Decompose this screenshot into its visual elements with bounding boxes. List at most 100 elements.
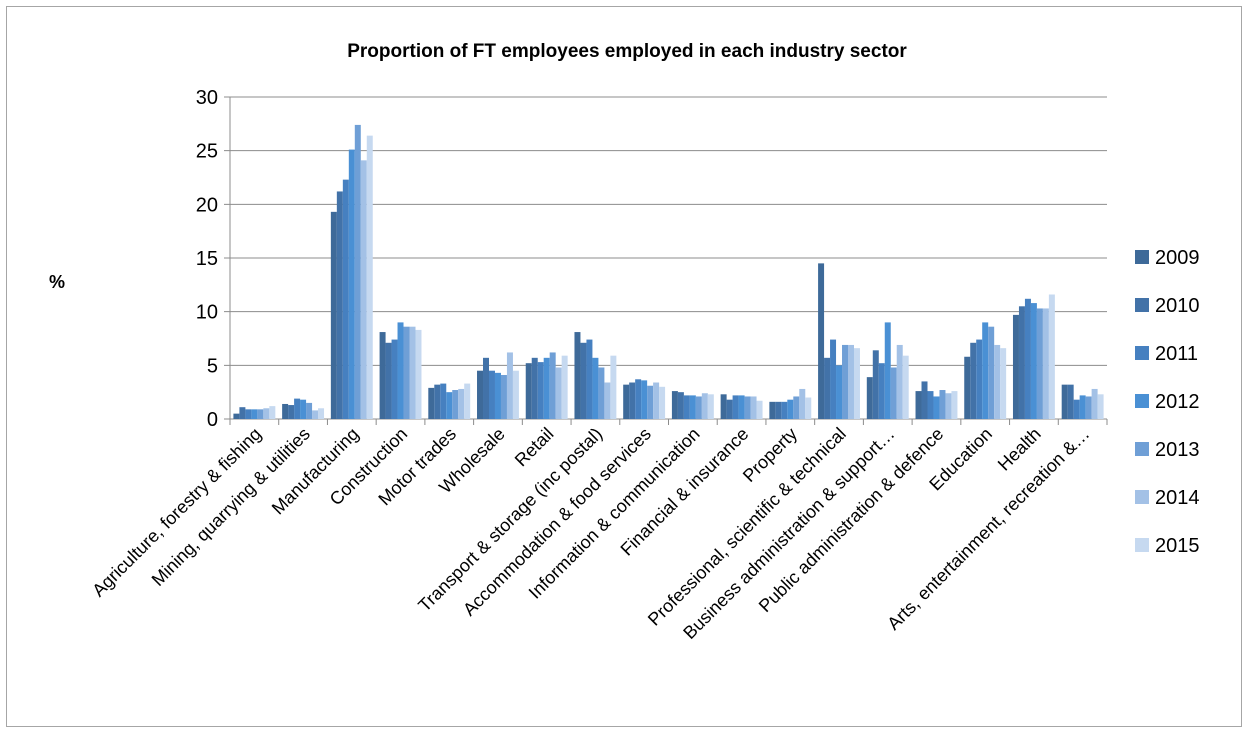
bar — [720, 394, 727, 419]
bar — [580, 342, 587, 419]
bar — [342, 179, 349, 419]
bar — [775, 401, 782, 419]
chart-title: Proportion of FT employees employed in e… — [347, 41, 907, 62]
bar — [360, 160, 367, 419]
bar — [951, 391, 958, 419]
y-tick-label: 10 — [196, 302, 218, 324]
bar — [586, 339, 593, 419]
bar — [1000, 348, 1007, 419]
legend-label: 2009 — [1155, 247, 1200, 269]
bar — [671, 391, 678, 419]
bar — [610, 355, 617, 419]
bar — [750, 396, 757, 419]
bar — [824, 357, 831, 419]
bar — [239, 407, 246, 419]
bar — [902, 355, 909, 419]
bar — [1061, 384, 1068, 419]
bar — [799, 388, 806, 419]
bar — [927, 391, 934, 419]
bar — [592, 357, 599, 419]
bar — [726, 399, 733, 419]
bar — [744, 396, 751, 419]
bar — [397, 322, 404, 419]
bar — [294, 398, 301, 419]
bar — [494, 372, 501, 419]
bar — [769, 401, 776, 419]
bar — [458, 388, 465, 419]
bar — [738, 395, 745, 419]
bar — [695, 396, 702, 419]
bar — [464, 383, 471, 419]
bar — [756, 400, 763, 419]
bar — [385, 342, 392, 419]
bar — [1030, 303, 1037, 419]
bar — [409, 326, 416, 419]
bar — [1085, 396, 1092, 419]
bar — [428, 387, 435, 419]
bar — [598, 367, 605, 419]
bar — [988, 326, 995, 419]
bar — [312, 410, 319, 419]
bar — [354, 124, 361, 419]
bar — [574, 332, 581, 419]
bar — [976, 339, 983, 419]
y-tick-label: 5 — [207, 355, 218, 377]
y-tick-label: 15 — [196, 248, 218, 270]
bar — [890, 367, 897, 419]
bar — [878, 363, 885, 419]
legend-label: 2012 — [1155, 391, 1200, 413]
bar — [440, 383, 447, 419]
bar — [452, 390, 459, 419]
bar — [701, 393, 708, 419]
bar — [263, 408, 270, 419]
y-tick-label: 0 — [207, 409, 218, 431]
legend-swatch — [1135, 538, 1149, 552]
legend-swatch — [1135, 346, 1149, 360]
bar — [336, 191, 343, 419]
bar — [805, 397, 812, 419]
legend: 2009 2010 2011 2012 2013 2014 2015 — [1135, 247, 1200, 557]
bar — [1073, 399, 1080, 419]
bar — [830, 339, 837, 419]
bar — [379, 332, 386, 419]
bar — [994, 344, 1001, 419]
bar — [884, 322, 891, 419]
bar — [787, 399, 794, 419]
legend-swatch — [1135, 298, 1149, 312]
bar — [982, 322, 989, 419]
bar — [1091, 388, 1098, 419]
bar — [477, 370, 484, 419]
bar — [348, 149, 355, 419]
bar — [1036, 308, 1043, 419]
bar — [853, 348, 860, 419]
bar — [848, 344, 854, 419]
legend-label: 2010 — [1155, 295, 1200, 317]
bar — [604, 382, 611, 419]
legend-label: 2015 — [1155, 535, 1200, 557]
legend-label: 2013 — [1155, 439, 1200, 461]
bar — [391, 339, 398, 419]
bar — [970, 342, 977, 419]
bar — [793, 396, 800, 419]
bar — [1067, 384, 1074, 419]
legend-swatch — [1135, 442, 1149, 456]
bar — [896, 344, 903, 419]
bars — [233, 124, 1104, 419]
bar — [288, 405, 295, 419]
bar — [500, 374, 507, 419]
bar — [732, 395, 739, 419]
y-tick-label: 30 — [196, 87, 218, 109]
bar — [659, 386, 666, 419]
bar — [300, 399, 307, 419]
bar — [781, 401, 788, 419]
bar — [257, 409, 264, 419]
bar — [306, 402, 313, 419]
bar — [506, 352, 513, 419]
bar — [915, 391, 922, 419]
bar — [866, 377, 873, 419]
bar — [531, 357, 538, 419]
bar — [512, 370, 519, 419]
bar — [318, 408, 325, 419]
bar — [933, 396, 940, 419]
